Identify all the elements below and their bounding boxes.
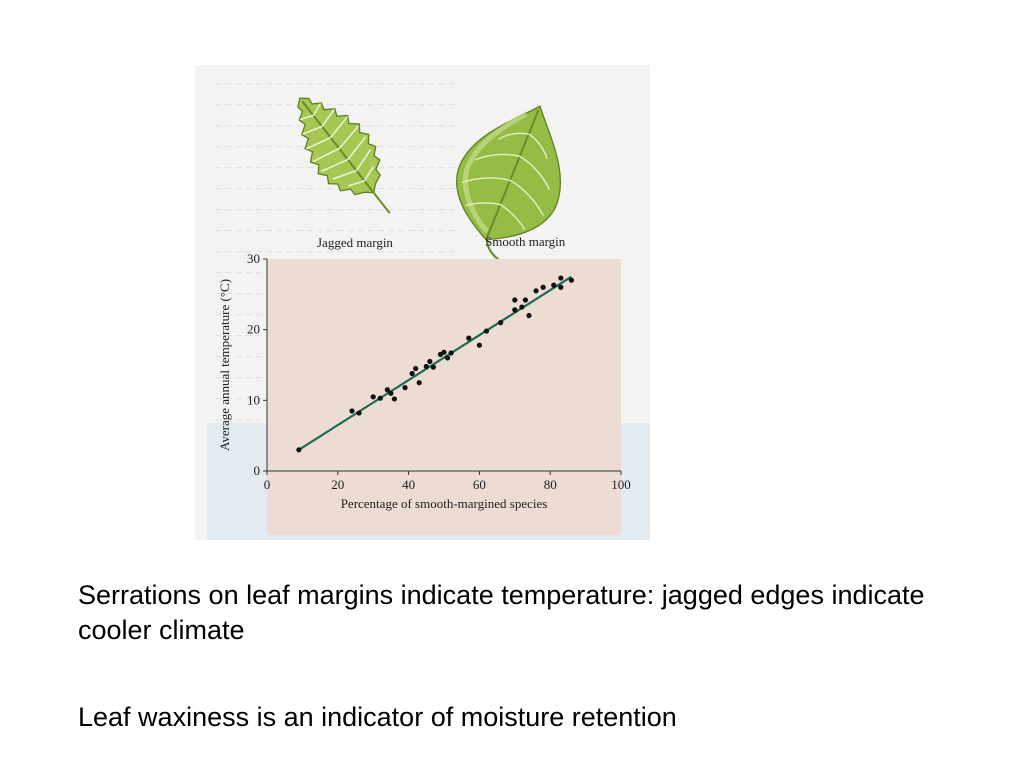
data-point (416, 380, 422, 386)
data-point (568, 277, 575, 283)
x-tick-label: 100 (611, 477, 631, 492)
jagged-margin-label: Jagged margin (317, 235, 393, 250)
data-point (466, 335, 472, 341)
data-point (498, 320, 504, 326)
data-point (430, 364, 436, 370)
data-point (483, 328, 490, 334)
data-point (388, 390, 394, 396)
data-point (476, 342, 482, 348)
caption-serrations: Serrations on leaf margins indicate temp… (78, 580, 925, 645)
y-tick-label: 10 (247, 392, 260, 407)
regression-line (298, 275, 573, 451)
data-point (413, 365, 419, 372)
data-point (512, 297, 518, 303)
x-tick-label: 60 (473, 477, 486, 492)
x-tick-label: 20 (331, 477, 344, 492)
y-axis-label: Average annual temperature (°C) (217, 279, 232, 451)
data-point (391, 396, 398, 402)
x-tick-label: 80 (544, 477, 557, 492)
data-point (540, 284, 546, 290)
figure-panel: ‒ ‒ ‒ ‒ ‒ ‒ ‒ ‒ ‒ ‒ ‒ ‒ ‒ ‒ ‒ ‒ ‒ ‒ ‒ ‒ … (195, 65, 650, 540)
x-axis-label: Percentage of smooth-margined species (341, 496, 548, 511)
scatter-points (296, 275, 575, 453)
data-point (356, 410, 362, 416)
data-point (384, 387, 390, 393)
data-point (558, 284, 564, 290)
chart-svg: Jagged margin Smooth margin 0 10 20 30 0 20 4… (217, 97, 631, 535)
data-point (370, 394, 376, 400)
data-point (349, 408, 355, 414)
data-point (526, 312, 532, 319)
data-point (522, 297, 529, 303)
y-tick-label: 30 (247, 251, 260, 266)
x-axis-ticks: 0 20 40 60 80 100 (264, 471, 631, 492)
data-point (519, 304, 525, 310)
jagged-leaf-icon (297, 97, 391, 214)
data-point (558, 275, 564, 281)
data-point (402, 385, 408, 391)
data-point (512, 307, 518, 313)
smooth-leaf-icon (456, 105, 562, 262)
data-point (444, 355, 451, 361)
data-point (551, 282, 557, 288)
y-tick-label: 20 (247, 322, 260, 337)
smooth-margin-label: Smooth margin (485, 234, 566, 249)
data-point (377, 395, 383, 401)
data-point (441, 349, 447, 355)
data-point (427, 358, 433, 365)
data-point (296, 447, 302, 453)
x-tick-label: 0 (264, 477, 271, 492)
data-point (448, 350, 454, 356)
data-point (533, 288, 539, 294)
caption-waxiness: Leaf waxiness is an indicator of moistur… (78, 702, 677, 732)
x-tick-label: 40 (402, 477, 415, 492)
plot-area (267, 259, 621, 535)
y-axis-ticks: 0 10 20 30 (247, 251, 267, 478)
data-point (423, 363, 429, 370)
y-tick-label: 0 (254, 463, 261, 478)
data-point (409, 370, 415, 377)
